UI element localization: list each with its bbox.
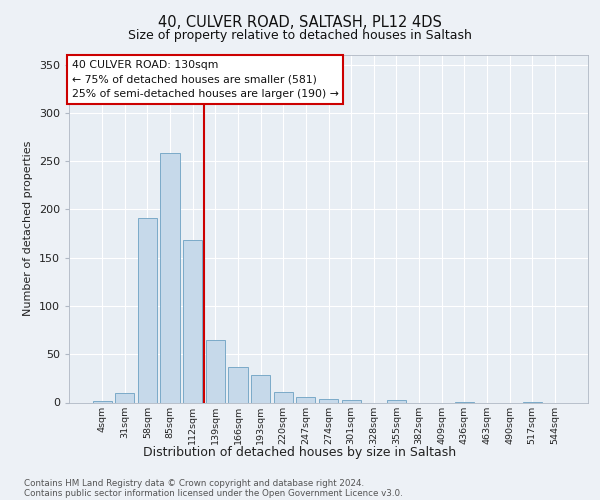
Y-axis label: Number of detached properties: Number of detached properties (23, 141, 33, 316)
Bar (387, 400, 406, 402)
Text: Size of property relative to detached houses in Saltash: Size of property relative to detached ho… (128, 29, 472, 42)
Bar (296, 396, 316, 402)
Bar (115, 393, 134, 402)
Bar (229, 367, 248, 402)
Bar (160, 154, 180, 402)
Bar (251, 376, 270, 402)
Text: 40 CULVER ROAD: 130sqm
← 75% of detached houses are smaller (581)
25% of semi-de: 40 CULVER ROAD: 130sqm ← 75% of detached… (71, 60, 338, 99)
Bar (274, 392, 293, 402)
Bar (92, 400, 112, 402)
Text: Contains HM Land Registry data © Crown copyright and database right 2024.: Contains HM Land Registry data © Crown c… (24, 479, 364, 488)
Text: 40, CULVER ROAD, SALTASH, PL12 4DS: 40, CULVER ROAD, SALTASH, PL12 4DS (158, 15, 442, 30)
Bar (138, 218, 157, 402)
Bar (341, 400, 361, 402)
Bar (206, 340, 225, 402)
Text: Contains public sector information licensed under the Open Government Licence v3: Contains public sector information licen… (24, 489, 403, 498)
Text: Distribution of detached houses by size in Saltash: Distribution of detached houses by size … (143, 446, 457, 459)
Bar (183, 240, 202, 402)
Bar (319, 398, 338, 402)
